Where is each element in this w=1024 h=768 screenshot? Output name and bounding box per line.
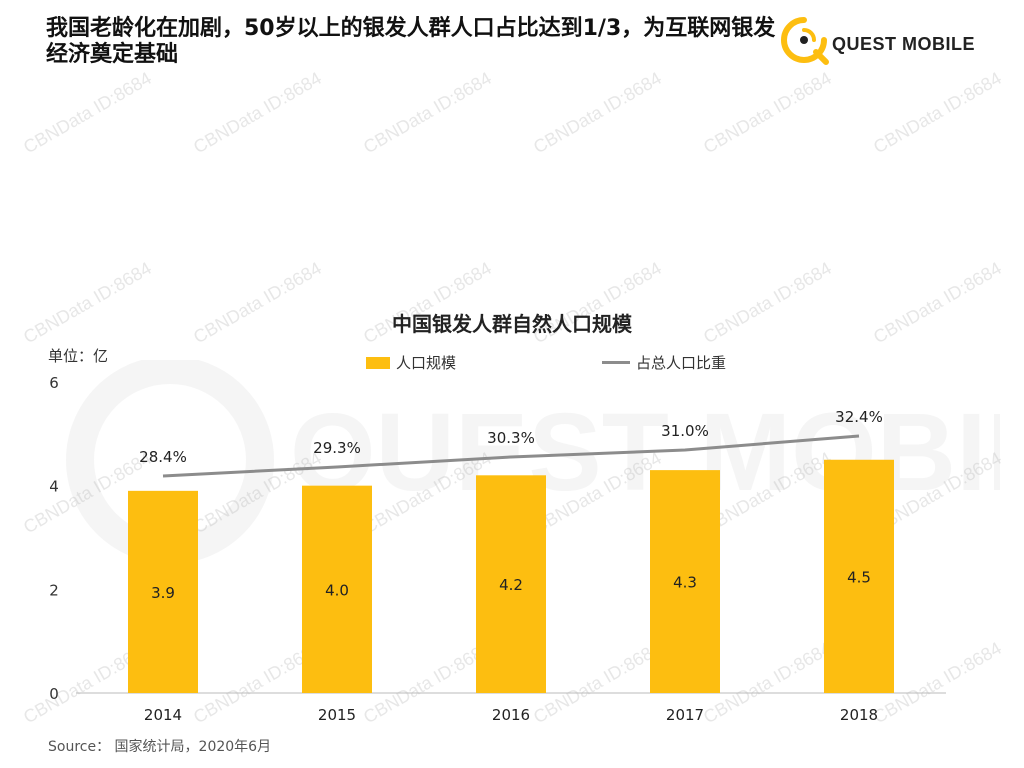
bar (650, 470, 720, 693)
bar-value-label: 4.0 (325, 581, 349, 599)
y-tick-label: 2 (49, 581, 59, 599)
legend-label-bar: 人口规模 (396, 354, 457, 372)
line-value-label: 30.3% (487, 429, 535, 447)
legend-swatch-line (602, 361, 630, 364)
y-tick-label: 6 (49, 374, 59, 392)
x-tick-label: 2018 (840, 706, 878, 724)
line-value-label: 31.0% (661, 422, 709, 440)
chart-legend: 人口规模 占总人口比重 (0, 352, 1024, 376)
quest-mobile-logo: QUEST MOBILE (776, 12, 986, 72)
legend-item-line: 占总人口比重 (602, 352, 726, 373)
legend-label-line: 占总人口比重 (636, 354, 727, 372)
unit-label: 单位：亿 (48, 347, 109, 365)
page-title: 我国老龄化在加剧，50岁以上的银发人群人口占比达到1/3，为互联网银发经济奠定基… (46, 16, 776, 67)
bar-value-label: 3.9 (151, 584, 175, 602)
legend-swatch-bar (366, 356, 390, 369)
chart-title: 中国银发人群自然人口规模 (392, 312, 632, 336)
bar (128, 490, 198, 693)
legend-item-bar: 人口规模 (366, 352, 456, 373)
x-tick-label: 2016 (492, 706, 530, 724)
bar-value-label: 4.5 (847, 568, 871, 586)
y-tick-label: 0 (49, 685, 59, 703)
bar (824, 459, 894, 693)
bar-value-label: 4.2 (499, 576, 523, 594)
logo-brand-text: QUEST MOBILE (832, 34, 976, 54)
x-tick-label: 2014 (144, 706, 182, 724)
bar-value-label: 4.3 (673, 574, 697, 592)
quest-mobile-logo-icon (781, 17, 829, 65)
y-tick-label: 4 (49, 478, 59, 496)
bar (476, 475, 546, 693)
line-value-label: 28.4% (139, 448, 187, 466)
source-note: Source： 国家统计局，2020年6月 (48, 739, 272, 755)
bar (302, 485, 372, 693)
x-tick-label: 2015 (318, 706, 356, 724)
line-value-label: 32.4% (835, 408, 883, 426)
line-series-path (162, 434, 860, 478)
x-tick-label: 2017 (666, 706, 704, 724)
line-value-label: 29.3% (313, 439, 361, 457)
